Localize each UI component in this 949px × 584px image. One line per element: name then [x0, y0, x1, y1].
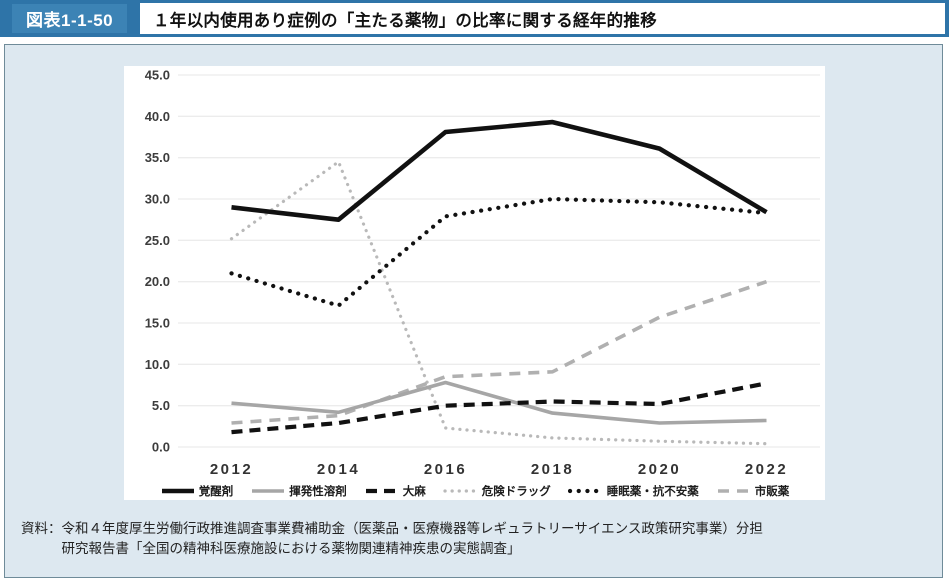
chart-legend: 覚醒剤 揮発性溶剤 大麻 危険ドラッグ 睡眠薬・抗不安薬 市販薬 — [124, 483, 825, 499]
legend-item: 大麻 — [364, 483, 426, 499]
legend-line-icon — [717, 489, 750, 493]
x-axis-tick-label: 2018 — [531, 461, 574, 478]
figure-title: １年以内使用あり症例の「主たる薬物」の比率に関する経年的推移 — [153, 11, 657, 30]
x-axis-tick-label: 2022 — [745, 461, 788, 478]
y-axis-tick-label: 45.0 — [145, 68, 170, 83]
x-axis-tick-label: 2016 — [424, 461, 467, 478]
y-axis-tick-label: 20.0 — [145, 274, 170, 289]
legend-label: 大麻 — [402, 486, 426, 498]
y-axis-tick-label: 0.0 — [152, 440, 170, 455]
y-axis-tick-label: 15.0 — [145, 316, 170, 331]
legend-item: 危険ドラッグ — [443, 483, 551, 499]
source-line-2: 研究報告書「全国の精神科医療施設における薬物関連精神疾患の実態調査」 — [61, 541, 521, 556]
chart-panel: 0.0 5.0 10.0 15.0 20.0 25.0 30.0 35.0 40.0 45.0 20… — [124, 66, 825, 500]
figure-number-label: 図表1-1-50 — [12, 4, 128, 33]
y-axis-tick-label: 10.0 — [145, 357, 170, 372]
legend-label: 揮発性溶剤 — [289, 486, 347, 498]
legend-line-icon — [365, 488, 398, 494]
source-line-1: 令和４年度厚生労働行政推進調査事業費補助金（医薬品・医療機器等レギュラトリーサイ… — [61, 521, 763, 536]
legend-label: 睡眠薬・抗不安薬 — [606, 486, 699, 498]
series-line — [231, 380, 767, 425]
y-axis-tick-label: 5.0 — [152, 398, 170, 413]
legend-item: 睡眠薬・抗不安薬 — [567, 483, 699, 499]
legend-item: 市販薬 — [716, 483, 790, 499]
legend-label: 市販薬 — [754, 486, 790, 498]
legend-label: 覚醒剤 — [198, 486, 234, 498]
figure-card: 0.0 5.0 10.0 15.0 20.0 25.0 30.0 35.0 40.0 45.0 20… — [4, 44, 943, 578]
series-line — [231, 119, 768, 222]
source-note: 資料： 令和４年度厚生労働行政推進調査事業費補助金（医薬品・医療機器等レギュラト… — [21, 519, 763, 559]
series-line — [229, 196, 769, 308]
series-line — [231, 381, 767, 435]
source-text: 令和４年度厚生労働行政推進調査事業費補助金（医薬品・医療機器等レギュラトリーサイ… — [62, 519, 763, 559]
legend-line-icon — [161, 488, 194, 494]
series-line — [229, 160, 769, 446]
legend-item: 揮発性溶剤 — [250, 483, 347, 499]
x-axis-tick-label: 2014 — [317, 461, 360, 478]
figure-title-box: １年以内使用あり症例の「主たる薬物」の比率に関する経年的推移 — [140, 3, 945, 34]
series-line — [231, 279, 768, 425]
legend-item: 覚醒剤 — [160, 483, 234, 499]
x-axis-tick-label: 2012 — [210, 461, 253, 478]
figure-header-bar: 図表1-1-50 １年以内使用あり症例の「主たる薬物」の比率に関する経年的推移 — [0, 0, 949, 37]
y-axis-tick-label: 40.0 — [145, 109, 170, 124]
line-chart: 0.0 5.0 10.0 15.0 20.0 25.0 30.0 35.0 40.0 45.0 20… — [145, 68, 820, 478]
legend-line-icon — [443, 489, 479, 493]
x-axis-tick-label: 2020 — [638, 461, 681, 478]
source-prefix: 資料： — [21, 521, 62, 536]
legend-line-icon — [252, 489, 285, 493]
y-axis-tick-label: 35.0 — [145, 150, 170, 165]
legend-line-icon — [567, 488, 604, 494]
y-axis-tick-label: 25.0 — [145, 233, 170, 248]
y-axis-tick-label: 30.0 — [145, 192, 170, 207]
legend-label: 危険ドラッグ — [481, 486, 551, 498]
